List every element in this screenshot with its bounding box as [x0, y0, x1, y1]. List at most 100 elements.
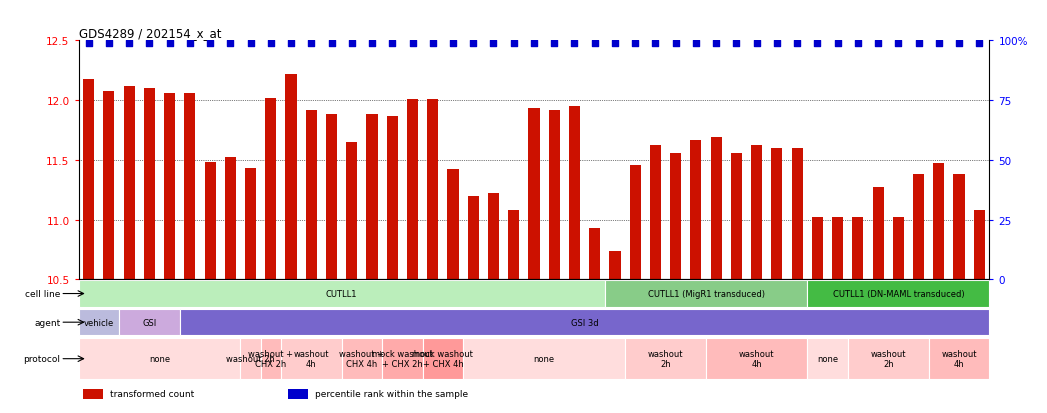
Point: [606, 40, 623, 47]
Bar: [306, 110, 317, 280]
Bar: [933, 164, 944, 280]
Bar: [104, 91, 114, 280]
Point: [566, 40, 583, 47]
Point: [910, 40, 927, 47]
Bar: [241, 339, 261, 379]
Text: vehicle: vehicle: [84, 318, 114, 327]
Point: [404, 40, 421, 47]
Bar: [286, 75, 296, 280]
Text: washout +
CHX 4h: washout + CHX 4h: [339, 349, 384, 368]
Text: agent: agent: [35, 318, 61, 327]
Point: [181, 40, 198, 47]
Point: [506, 40, 522, 47]
Point: [485, 40, 502, 47]
Point: [384, 40, 401, 47]
Point: [263, 40, 280, 47]
Bar: [366, 115, 378, 280]
Point: [971, 40, 987, 47]
Bar: [731, 153, 742, 280]
Point: [627, 40, 644, 47]
Text: washout 2h: washout 2h: [226, 354, 275, 363]
Bar: [832, 218, 843, 280]
Point: [222, 40, 239, 47]
Bar: [706, 339, 807, 379]
Bar: [423, 339, 463, 379]
Point: [343, 40, 360, 47]
Point: [526, 40, 542, 47]
Point: [829, 40, 846, 47]
Bar: [184, 94, 196, 280]
Bar: [83, 79, 94, 280]
Text: washout
4h: washout 4h: [739, 349, 775, 368]
Point: [141, 40, 158, 47]
Point: [768, 40, 785, 47]
Bar: [690, 140, 701, 280]
Bar: [386, 116, 398, 280]
Bar: [872, 188, 884, 280]
Point: [788, 40, 805, 47]
Point: [667, 40, 684, 47]
Bar: [529, 109, 539, 280]
Bar: [549, 110, 560, 280]
Bar: [629, 165, 641, 280]
Point: [202, 40, 219, 47]
Point: [849, 40, 866, 47]
Bar: [807, 339, 848, 379]
Text: CUTLL1 (DN-MAML transduced): CUTLL1 (DN-MAML transduced): [832, 290, 964, 298]
Text: washout
4h: washout 4h: [941, 349, 977, 368]
Text: washout
2h: washout 2h: [870, 349, 906, 368]
Bar: [79, 309, 119, 335]
Point: [951, 40, 967, 47]
Text: mock washout
+ CHX 2h: mock washout + CHX 2h: [372, 349, 432, 368]
Bar: [468, 196, 478, 280]
Bar: [893, 218, 904, 280]
Point: [303, 40, 319, 47]
Bar: [811, 218, 823, 280]
Point: [688, 40, 705, 47]
Bar: [79, 339, 241, 379]
Text: CUTLL1: CUTLL1: [326, 290, 357, 298]
Bar: [288, 389, 308, 399]
Bar: [341, 339, 382, 379]
Text: washout
2h: washout 2h: [648, 349, 684, 368]
Point: [283, 40, 299, 47]
Bar: [913, 175, 925, 280]
Bar: [589, 228, 600, 280]
Bar: [164, 94, 175, 280]
Point: [870, 40, 887, 47]
Point: [161, 40, 178, 47]
Bar: [929, 339, 989, 379]
Bar: [650, 146, 661, 280]
Bar: [124, 87, 135, 280]
Bar: [347, 142, 357, 280]
Bar: [605, 281, 807, 307]
Bar: [974, 211, 985, 280]
Text: mock washout
+ CHX 4h: mock washout + CHX 4h: [413, 349, 473, 368]
Text: GSI 3d: GSI 3d: [571, 318, 599, 327]
Point: [545, 40, 562, 47]
Bar: [143, 89, 155, 280]
Bar: [180, 309, 989, 335]
Point: [81, 40, 97, 47]
Bar: [83, 389, 103, 399]
Bar: [508, 211, 519, 280]
Bar: [204, 163, 216, 280]
Bar: [382, 339, 423, 379]
Bar: [807, 281, 989, 307]
Bar: [954, 175, 964, 280]
Bar: [225, 158, 236, 280]
Text: GDS4289 / 202154_x_at: GDS4289 / 202154_x_at: [79, 27, 221, 40]
Bar: [245, 169, 257, 280]
Bar: [79, 281, 605, 307]
Text: transformed count: transformed count: [110, 389, 195, 399]
Point: [647, 40, 664, 47]
Text: protocol: protocol: [23, 354, 61, 363]
Point: [324, 40, 340, 47]
Text: none: none: [149, 354, 170, 363]
Bar: [281, 339, 341, 379]
Bar: [261, 339, 281, 379]
Point: [242, 40, 259, 47]
Bar: [265, 98, 276, 280]
Bar: [407, 100, 418, 280]
Text: percentile rank within the sample: percentile rank within the sample: [315, 389, 468, 399]
